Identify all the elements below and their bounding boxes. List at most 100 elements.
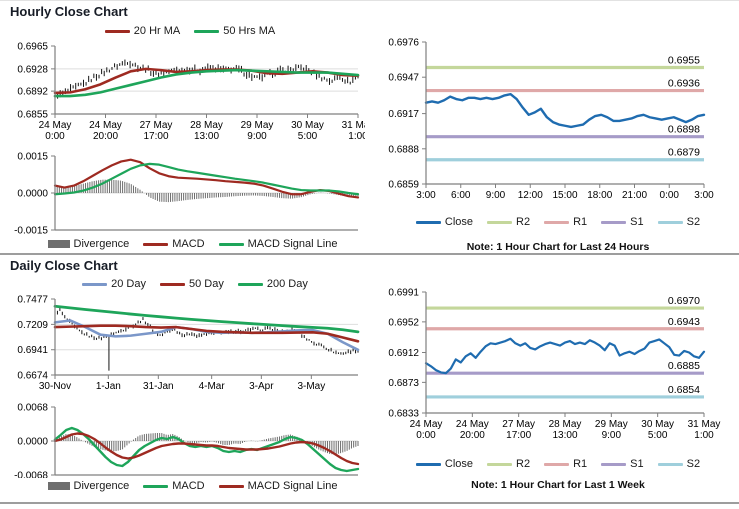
divergence-swatch-bar-icon <box>47 240 70 248</box>
legend-label: 20 Hr MA <box>133 25 181 37</box>
legend-item-macd-signal-line: MACD Signal Line <box>218 238 338 250</box>
y-tick-label: 0.6833 <box>388 409 419 420</box>
legend-label: Close <box>444 458 474 470</box>
50-day-swatch-line-icon <box>160 282 185 286</box>
daily-section-title: Daily Close Chart <box>10 258 118 273</box>
legend-item-r1: R1 <box>544 216 587 228</box>
y-tick-label: 0.0068 <box>17 403 48 414</box>
series-macd <box>53 158 360 199</box>
x-tick-label: 30-Nov <box>39 381 71 392</box>
legend-label: MACD <box>172 480 205 492</box>
legend-item-s1: S1 <box>601 458 644 470</box>
x-tick-label: 27 May 17:00 <box>140 120 173 142</box>
pivot-label-s1: 0.6898 <box>668 124 700 136</box>
x-tick-label: 18:00 <box>587 190 612 201</box>
hourly-pivot-legend: Close R2 R1 S1 S2 <box>400 216 716 228</box>
hourly-macd-legend: Divergence MACD MACD Signal Line <box>25 238 360 250</box>
x-axis: 3:00 6:00 9:00 12:00 15:00 18:00 21:00 0:00 3:00 <box>416 183 714 201</box>
series-s1: 0.6885 <box>426 360 704 375</box>
hourly-price-chart: 0.6965 0.6928 0.6892 0.6855 24 May 0:00 24 May… <box>8 38 374 144</box>
x-tick-label: 28 May 13:00 <box>549 419 582 441</box>
series-macd-signal-line <box>53 162 360 196</box>
s1-swatch-line-icon <box>601 220 627 224</box>
x-axis: 24 May 0:00 24 May 20:00 27 May 17:00 28 May 13… <box>39 113 374 142</box>
legend-label: Close <box>444 216 474 228</box>
y-tick-label: 0.6888 <box>388 144 419 155</box>
r2-swatch-line-icon <box>487 462 513 466</box>
series-macd-signal-line <box>53 432 360 466</box>
legend-label: Divergence <box>73 238 130 250</box>
series-r1: 0.6943 <box>426 316 704 331</box>
legend-label: 20 Day <box>111 278 146 290</box>
y-tick-label: 0.6941 <box>17 345 48 356</box>
series-r2: 0.6955 <box>426 54 704 70</box>
macd-signal-line-swatch-line-icon <box>218 484 244 488</box>
x-tick-label: 24 May 20:00 <box>89 120 122 142</box>
legend-label: Divergence <box>73 480 130 492</box>
x-tick-label: 29 May 9:00 <box>241 120 274 142</box>
s2-swatch-line-icon <box>657 220 683 224</box>
20-hr-ma-swatch-line-icon <box>104 29 130 33</box>
y-axis: 0.6976 0.6947 0.6917 0.6888 0.6859 <box>388 38 427 191</box>
legend-item-divergence: Divergence <box>47 238 130 250</box>
50-hrs-ma-swatch-line-icon <box>194 29 220 33</box>
hourly-price-legend: 20 Hr MA 50 Hrs MA <box>40 25 340 37</box>
legend-item-20-hr-ma: 20 Hr MA <box>104 25 181 37</box>
x-tick-label: 27 May 17:00 <box>502 419 535 441</box>
x-tick-label: 4-Mar <box>199 381 226 392</box>
pivot-label-r1: 0.6943 <box>668 316 700 328</box>
macd-swatch-line-icon <box>143 484 169 488</box>
legend-item-macd: MACD <box>143 480 205 492</box>
weekly-pivot-legend: Close R2 R1 S1 S2 <box>400 458 716 470</box>
legend-item-50-hrs-ma: 50 Hrs MA <box>194 25 275 37</box>
pivot-label-s2: 0.6854 <box>668 384 700 396</box>
x-tick-label: 3:00 <box>694 190 714 201</box>
daily-price-chart: 0.7477 0.7209 0.6941 0.6674 30-Nov 1-Jan 31-Ja… <box>8 291 365 399</box>
legend-item-s2: S2 <box>657 458 701 470</box>
x-tick-label: 1-Jan <box>96 381 121 392</box>
series-close <box>424 337 706 375</box>
legend-item-r2: R2 <box>487 216 530 228</box>
legend-label: MACD Signal Line <box>247 238 338 250</box>
y-tick-label: 0.6928 <box>17 64 48 75</box>
series-50-day <box>53 324 360 343</box>
series-s1: 0.6898 <box>426 124 704 139</box>
close-swatch-line-icon <box>415 462 441 466</box>
hourly-macd-chart: 0.0015 0.0000 -0.0015 <box>8 146 365 238</box>
divergence-swatch-bar-icon <box>47 482 70 490</box>
y-tick-label: 0.0000 <box>17 437 48 448</box>
y-axis: 0.7477 0.7209 0.6941 0.6674 <box>17 295 56 382</box>
hourly-macd-svg: 0.0015 0.0000 -0.0015 <box>14 152 360 237</box>
y-tick-label: 0.6952 <box>388 317 419 328</box>
legend-item-50-day: 50 Day <box>160 278 224 290</box>
y-tick-label: 0.6917 <box>388 109 419 120</box>
y-tick-label: 0.6947 <box>388 73 419 84</box>
section-divider <box>0 253 739 255</box>
x-axis: 24 May 0:00 24 May 20:00 27 May 17:00 28 May 13… <box>410 412 720 441</box>
x-tick-label: 3:00 <box>416 190 436 201</box>
pivot-label-r1: 0.6936 <box>668 78 700 90</box>
x-tick-label: 15:00 <box>552 190 577 201</box>
legend-label: MACD Signal Line <box>247 480 338 492</box>
legend-label: 50 Day <box>189 278 224 290</box>
x-tick-label: 31-Jan <box>143 381 174 392</box>
s1-swatch-line-icon <box>601 462 627 466</box>
y-tick-label: 0.6859 <box>388 180 419 191</box>
x-tick-label: 3-May <box>297 381 325 392</box>
y-tick-label: 0.6855 <box>17 110 48 121</box>
x-tick-label: 6:00 <box>451 190 471 201</box>
legend-label: MACD <box>172 238 205 250</box>
legend-label: S2 <box>686 458 701 470</box>
y-tick-label: -0.0015 <box>14 226 48 237</box>
y-tick-label: 0.7477 <box>17 295 48 306</box>
legend-item-macd-signal-line: MACD Signal Line <box>218 480 338 492</box>
macd-swatch-line-icon <box>143 242 169 246</box>
legend-label: S1 <box>630 458 644 470</box>
x-axis: 30-Nov 1-Jan 31-Jan 4-Mar 3-Apr 3-May <box>39 374 358 392</box>
x-tick-label: 24 May 0:00 <box>39 120 72 142</box>
legend-label: R1 <box>573 458 588 470</box>
y-tick-label: 0.6912 <box>388 348 419 359</box>
daily-macd-svg: 0.0068 0.0000 -0.0068 <box>14 403 360 482</box>
